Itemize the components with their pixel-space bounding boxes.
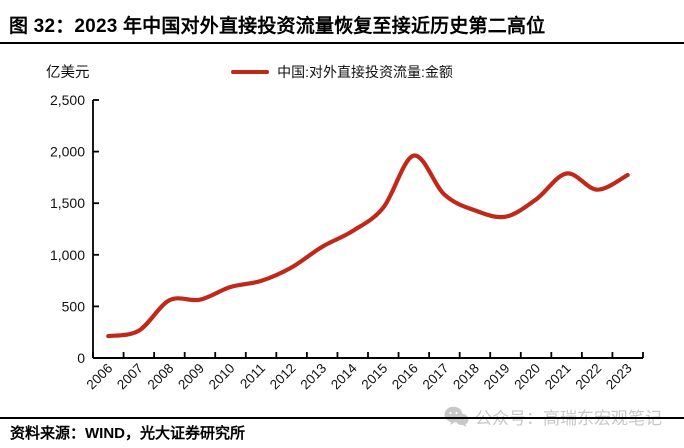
x-tick-label: 2021 [542, 361, 574, 393]
x-tick-label: 2016 [389, 361, 421, 393]
source-note: 资料来源：WIND，光大证券研究所 [10, 425, 245, 442]
legend-line-swatch [231, 70, 270, 74]
legend-series-label: 中国:对外直接投资流量:金额 [277, 64, 453, 80]
x-tick-label: 2022 [572, 361, 604, 393]
x-tick-label: 2010 [206, 361, 238, 393]
y-tick-label: 2,500 [50, 92, 85, 108]
x-tick-label: 2008 [145, 361, 177, 393]
x-tick-label: 2017 [420, 361, 452, 393]
figure-title: 图 32：2023 年中国对外直接投资流量恢复至接近历史第二高位 [9, 16, 546, 37]
title-divider [0, 42, 684, 44]
y-tick-label: 500 [62, 298, 86, 314]
x-tick-label: 2009 [175, 361, 207, 393]
x-tick-label: 2012 [267, 361, 299, 393]
chart-legend: 中国:对外直接投资流量:金额 [0, 62, 684, 82]
series-line [106, 153, 630, 339]
y-tick-label: 0 [77, 350, 85, 366]
y-axis-tick-labels: 0 500 1,000 1,500 2,000 2,500 [50, 92, 85, 366]
y-axis-unit-label: 亿美元 [46, 65, 90, 81]
y-tick-label: 1,000 [50, 247, 85, 263]
footer-divider [0, 417, 684, 419]
x-tick-label: 2011 [237, 361, 268, 392]
y-tick-label: 2,000 [50, 144, 85, 160]
y-tick-label: 1,500 [50, 195, 85, 211]
x-tick-label: 2007 [114, 361, 146, 393]
x-tick-label: 2013 [297, 361, 329, 393]
x-tick-label: 2014 [328, 360, 360, 392]
x-tick-label: 2015 [359, 361, 391, 393]
axes [92, 99, 644, 359]
x-tick-label: 2018 [450, 361, 482, 393]
x-tick-label: 2006 [84, 361, 116, 393]
x-tick-label: 2023 [603, 361, 635, 393]
x-tick-label: 2020 [511, 361, 543, 393]
x-tick-label: 2019 [481, 361, 513, 393]
